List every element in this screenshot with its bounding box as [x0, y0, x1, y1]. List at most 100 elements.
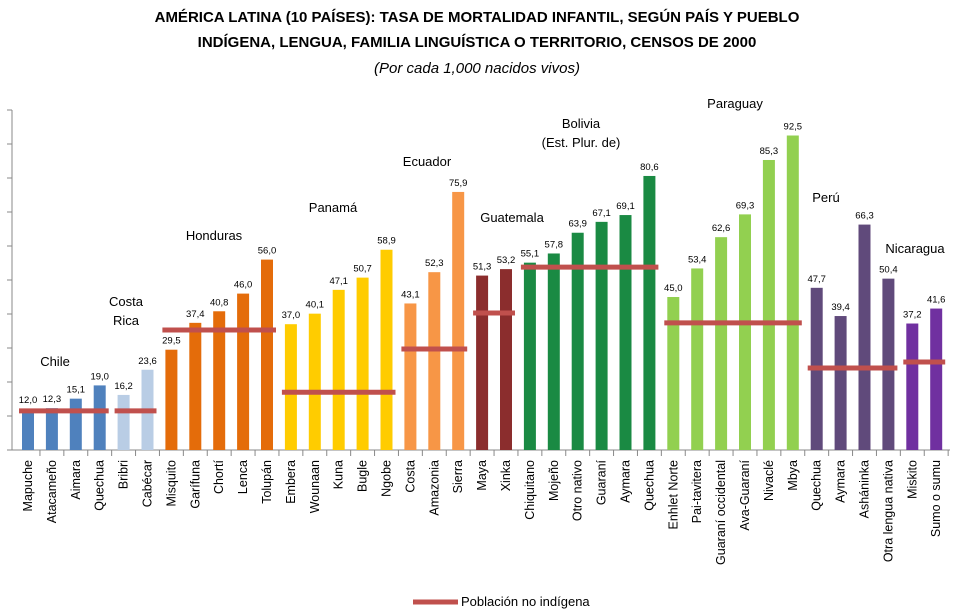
value-label: 56,0	[258, 246, 277, 257]
chart-subtitle: (Por cada 1,000 nacidos vivos)	[374, 60, 580, 77]
x-tick-label: Quechua	[642, 460, 656, 511]
value-label: 40,1	[306, 300, 325, 311]
value-label: 67,1	[592, 208, 611, 219]
value-label: 50,4	[879, 265, 898, 276]
value-label: 16,2	[114, 381, 133, 392]
value-label: 29,5	[162, 336, 181, 347]
value-label: 43,1	[401, 289, 420, 300]
bar	[882, 278, 895, 450]
chart-title: AMÉRICA LATINA (10 PAÍSES): TASA DE MORT…	[155, 8, 800, 26]
bar	[715, 237, 728, 450]
x-tick-label: Costa	[403, 460, 417, 493]
value-label: 23,6	[138, 356, 157, 367]
x-tick-label: Cabécar	[141, 460, 155, 507]
bar	[595, 221, 608, 450]
x-tick-label: Garífuna	[188, 460, 202, 509]
x-tick-label: Sumo o sumu	[929, 460, 943, 537]
bar	[93, 385, 106, 450]
bar	[332, 289, 345, 450]
x-tick-label: Chiquitano	[523, 460, 537, 520]
x-tick-label: Embera	[284, 460, 298, 504]
value-label: 63,9	[568, 219, 587, 230]
bar	[69, 398, 82, 450]
x-tick-label: Guaraní	[595, 459, 609, 505]
bar	[500, 269, 512, 450]
bar	[308, 313, 321, 450]
x-tick-label: Guaraní occidental	[714, 460, 728, 565]
bar	[858, 224, 871, 450]
value-label: 47,7	[807, 274, 826, 285]
x-tick-label: Misquito	[164, 460, 178, 507]
bar	[22, 409, 34, 450]
bar	[476, 275, 489, 450]
bar	[691, 268, 704, 450]
bar	[356, 277, 369, 450]
bar	[452, 191, 465, 450]
x-tick-label: Quechua	[810, 460, 824, 511]
x-tick-label: Miskito	[905, 460, 919, 499]
value-label: 92,5	[784, 122, 803, 133]
value-label: 15,1	[67, 385, 86, 396]
bar	[786, 135, 799, 450]
x-tick-label: Kuna	[332, 460, 346, 489]
value-label: 53,4	[688, 254, 707, 265]
group-label: Nicaragua	[885, 241, 945, 256]
group-label: Honduras	[186, 228, 243, 243]
value-label: 51,3	[473, 262, 492, 273]
value-label: 41,6	[927, 295, 946, 306]
x-tick-label: Amazonia	[427, 460, 441, 516]
bar	[213, 311, 226, 450]
bar	[523, 262, 536, 450]
x-tick-label: Nivaclé	[762, 460, 776, 501]
group-label: Perú	[812, 190, 839, 205]
value-label: 69,3	[736, 200, 755, 211]
value-label: 53,2	[497, 255, 516, 266]
value-label: 12,3	[43, 394, 62, 405]
x-tick-label: Mbya	[786, 460, 800, 491]
x-tick-label: Otro nativo	[571, 460, 585, 521]
chart-title: INDÍGENA, LENGUA, FAMILIA LINGUÍSTICA O …	[198, 34, 757, 51]
bar	[261, 259, 273, 450]
x-tick-label: Xinka	[499, 460, 513, 491]
bar	[906, 323, 919, 450]
x-tick-label: Otra lengua nativa	[881, 460, 895, 562]
value-label: 75,9	[449, 178, 468, 189]
group-label: Paraguay	[707, 96, 763, 111]
x-tick-label: Aymara	[619, 460, 633, 503]
value-label: 66,3	[855, 211, 874, 222]
bar	[284, 324, 297, 450]
bar	[45, 408, 58, 450]
bar	[643, 175, 656, 450]
value-label: 47,1	[329, 276, 348, 287]
bar	[404, 303, 417, 450]
x-tick-label: Sierra	[451, 460, 465, 493]
value-label: 12,0	[19, 395, 38, 406]
x-tick-label: Atacameño	[45, 460, 59, 523]
bar	[619, 215, 632, 450]
x-tick-label: Aimara	[69, 460, 83, 500]
x-tick-label: Chortí	[212, 459, 226, 494]
value-label: 69,1	[616, 201, 635, 212]
value-label: 55,1	[521, 249, 540, 260]
value-label: 46,0	[234, 280, 253, 291]
x-tick-label: Asháninka	[858, 460, 872, 518]
group-label: Guatemala	[480, 210, 544, 225]
bar	[237, 293, 250, 450]
value-label: 37,4	[186, 309, 205, 320]
x-tick-label: Mapuche	[21, 460, 35, 511]
group-label: Chile	[40, 354, 70, 369]
bar	[739, 214, 751, 450]
x-tick-label: Mojeño	[547, 460, 561, 501]
bar	[930, 308, 943, 450]
x-tick-label: Pai-tavitera	[690, 460, 704, 523]
x-tick-label: Aymara	[834, 460, 848, 503]
x-tick-label: Bribri	[117, 460, 131, 489]
x-tick-label: Ava-Guaraní	[738, 459, 752, 530]
value-label: 19,0	[90, 371, 109, 382]
value-label: 37,0	[282, 310, 301, 321]
x-tick-label: Tolupán	[260, 460, 274, 504]
bar	[762, 159, 775, 451]
group-label: (Est. Plur. de)	[542, 135, 621, 150]
x-tick-label: Quechua	[93, 460, 107, 511]
